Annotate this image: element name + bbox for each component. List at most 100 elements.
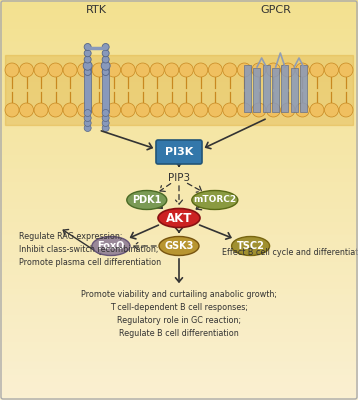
Circle shape — [179, 103, 193, 117]
Circle shape — [102, 44, 109, 50]
Bar — [0, 239, 358, 247]
Bar — [0, 292, 358, 300]
Bar — [0, 146, 358, 153]
Circle shape — [252, 63, 266, 77]
Circle shape — [310, 63, 324, 77]
Text: TSC2: TSC2 — [237, 241, 265, 251]
Circle shape — [339, 63, 353, 77]
Bar — [253, 68, 261, 112]
Bar — [0, 12, 358, 20]
Bar — [0, 106, 358, 113]
Bar — [0, 112, 358, 120]
Bar — [0, 266, 358, 273]
Bar — [291, 68, 298, 112]
Bar — [0, 152, 358, 160]
Bar — [0, 26, 358, 33]
Text: PI3K: PI3K — [165, 147, 193, 157]
Bar — [0, 352, 358, 360]
Circle shape — [84, 124, 91, 132]
Bar — [0, 46, 358, 53]
Bar — [0, 299, 358, 307]
Circle shape — [208, 103, 222, 117]
Circle shape — [102, 50, 109, 57]
Bar — [0, 32, 358, 40]
Circle shape — [165, 63, 179, 77]
Circle shape — [237, 63, 251, 77]
Bar — [0, 272, 358, 280]
Bar — [0, 92, 358, 100]
Circle shape — [102, 114, 109, 122]
Bar — [5, 55, 353, 125]
Ellipse shape — [92, 236, 130, 256]
Bar — [0, 326, 358, 333]
Circle shape — [63, 63, 77, 77]
Bar — [281, 65, 289, 112]
Circle shape — [266, 103, 280, 117]
Text: Regulate RAG expression;
Inhibit class-switch recombination;
Promote plasma cell: Regulate RAG expression; Inhibit class-s… — [19, 232, 161, 267]
Circle shape — [84, 56, 91, 63]
Text: FoxO: FoxO — [97, 241, 125, 251]
Text: mTORC2: mTORC2 — [193, 196, 236, 204]
Circle shape — [5, 103, 19, 117]
Bar — [0, 0, 358, 7]
Bar — [0, 79, 358, 87]
Bar — [0, 6, 358, 13]
Bar — [0, 259, 358, 267]
Bar — [0, 246, 358, 253]
Bar — [102, 68, 109, 112]
Bar — [0, 52, 358, 60]
Bar — [0, 386, 358, 393]
Circle shape — [252, 103, 266, 117]
Bar — [0, 66, 358, 73]
Circle shape — [101, 61, 110, 70]
Circle shape — [102, 68, 109, 76]
Circle shape — [20, 63, 34, 77]
Circle shape — [84, 68, 91, 76]
Bar — [0, 39, 358, 47]
Ellipse shape — [158, 208, 200, 228]
Circle shape — [324, 63, 338, 77]
Circle shape — [324, 103, 338, 117]
Circle shape — [84, 44, 91, 50]
Bar — [272, 68, 279, 112]
Bar — [0, 306, 358, 313]
Bar — [0, 19, 358, 27]
Bar — [84, 68, 91, 112]
Circle shape — [102, 120, 109, 126]
Circle shape — [5, 63, 19, 77]
Ellipse shape — [232, 236, 270, 256]
Bar — [0, 192, 358, 200]
Circle shape — [49, 103, 63, 117]
Circle shape — [84, 50, 91, 57]
Bar — [0, 372, 358, 380]
Bar — [0, 159, 358, 167]
Bar — [0, 279, 358, 287]
Circle shape — [107, 63, 121, 77]
Bar — [0, 219, 358, 227]
Circle shape — [102, 124, 109, 132]
Bar — [0, 346, 358, 353]
Circle shape — [107, 103, 121, 117]
Bar — [0, 199, 358, 207]
Circle shape — [223, 103, 237, 117]
Bar — [0, 379, 358, 387]
Bar — [0, 59, 358, 67]
Bar — [0, 72, 358, 80]
Circle shape — [165, 103, 179, 117]
Circle shape — [281, 103, 295, 117]
Bar — [0, 179, 358, 187]
Circle shape — [83, 61, 92, 70]
Circle shape — [49, 63, 63, 77]
Circle shape — [121, 103, 135, 117]
Bar — [0, 212, 358, 220]
Ellipse shape — [192, 190, 238, 210]
Circle shape — [92, 103, 106, 117]
Circle shape — [102, 110, 109, 116]
Circle shape — [266, 63, 280, 77]
Circle shape — [20, 103, 34, 117]
Text: RTK: RTK — [86, 5, 107, 15]
Text: PIP3: PIP3 — [168, 173, 190, 183]
Circle shape — [84, 114, 91, 122]
Bar — [0, 286, 358, 293]
Circle shape — [34, 63, 48, 77]
